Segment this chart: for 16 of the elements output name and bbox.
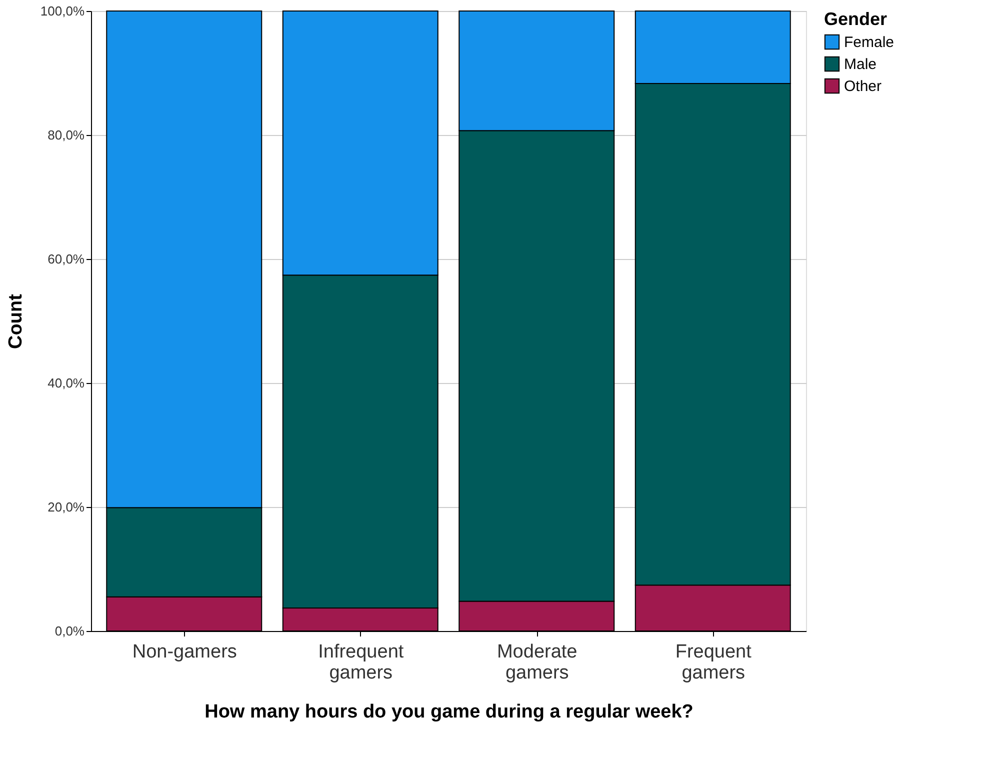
legend-label: Female [844, 34, 894, 51]
y-tick-label: 60,0% [48, 252, 85, 266]
x-axis-title: How many hours do you game during a regular week? [204, 702, 694, 722]
y-tick-label: 20,0% [48, 500, 85, 514]
y-tick-label: 80,0% [48, 128, 85, 142]
x-tick-label: Frequent gamers [675, 642, 752, 684]
x-tick-label: Moderate gamers [496, 642, 578, 684]
y-tick-label: 40,0% [48, 376, 85, 390]
legend-title: Gender [824, 9, 888, 29]
x-tick-label: Non-gamers [132, 642, 237, 662]
y-axis-title: Count [5, 293, 26, 349]
legend-label: Male [844, 56, 877, 73]
y-tick-label: 0,0% [54, 624, 85, 638]
x-tick-label: Infrequent gamers [318, 642, 404, 684]
legend-label: Other [844, 78, 882, 95]
y-tick-label: 100,0% [40, 4, 85, 18]
